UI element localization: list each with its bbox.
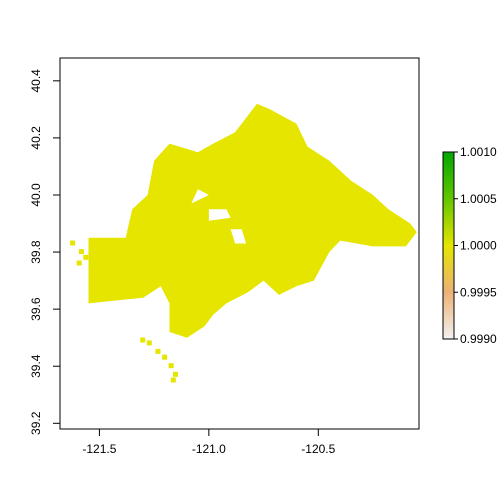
- y-axis: 39.2 39.4 39.6 39.8 40.0 40.2 40.4: [29, 69, 60, 435]
- y-tick-label: 39.6: [29, 297, 43, 321]
- raster-cell: [78, 249, 84, 255]
- legend-label: 0.9990: [460, 332, 497, 346]
- raster-cell: [146, 340, 152, 346]
- raster-cell: [155, 348, 161, 354]
- x-axis: -121.5 -121.0 -120.5: [82, 429, 336, 456]
- raster-cell: [170, 377, 176, 383]
- legend-colorbar: [442, 151, 455, 340]
- raster-cell: [168, 363, 174, 369]
- raster-cell: [162, 354, 168, 360]
- y-tick-label: 40.0: [29, 183, 43, 207]
- raster-region: [88, 103, 417, 338]
- raster-cell: [275, 271, 281, 277]
- raster-cell: [302, 243, 308, 249]
- raster-cell: [83, 254, 89, 260]
- plot-frame: [59, 57, 420, 430]
- raster-layer: [70, 103, 417, 383]
- y-tick-label: 40.2: [29, 126, 43, 150]
- y-tick-label: 40.4: [29, 69, 43, 93]
- raster-gap: [191, 189, 209, 204]
- raster-cell: [173, 371, 178, 377]
- y-tick-label: 39.8: [29, 240, 43, 264]
- y-tick-label: 39.2: [29, 411, 43, 435]
- legend-label: 0.9995: [460, 285, 497, 299]
- raster-gap: [208, 209, 231, 221]
- legend-label: 1.0000: [460, 239, 497, 253]
- raster-cell: [284, 266, 290, 272]
- raster-cell: [140, 337, 146, 343]
- raster-cell: [76, 260, 82, 266]
- raster-cell: [70, 240, 76, 246]
- raster-cell: [271, 260, 277, 266]
- legend: 1.0010 1.0005 1.0000 0.9995 0.9990: [442, 145, 497, 346]
- raster-gap: [230, 229, 247, 244]
- raster-cell: [289, 249, 294, 255]
- x-tick-label: -121.5: [82, 442, 116, 456]
- x-tick-label: -120.5: [301, 442, 335, 456]
- legend-label: 1.0010: [460, 145, 497, 159]
- y-tick-label: 39.4: [29, 354, 43, 378]
- raster-cell: [293, 271, 299, 277]
- legend-label: 1.0005: [460, 192, 497, 206]
- x-tick-label: -121.0: [192, 442, 226, 456]
- raster-cell: [297, 260, 303, 266]
